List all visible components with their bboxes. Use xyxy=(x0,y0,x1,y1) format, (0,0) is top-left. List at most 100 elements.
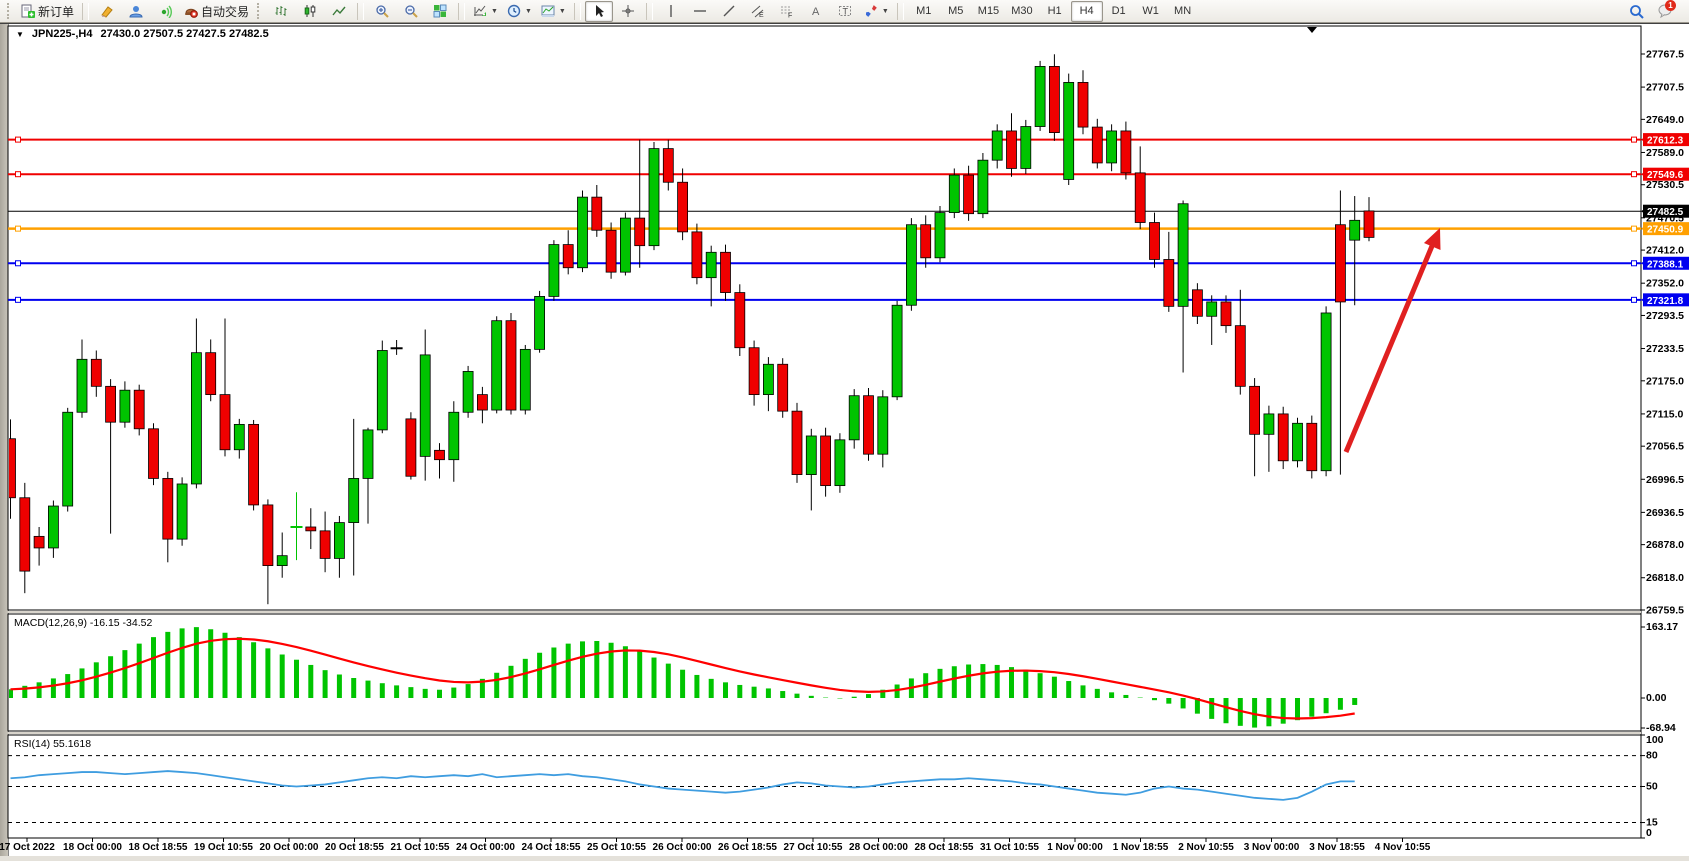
trendline-icon xyxy=(722,4,736,18)
text-tool-button[interactable]: A xyxy=(802,1,830,22)
template-button[interactable]: ▼ xyxy=(537,1,570,22)
ohlc-open: 27430.0 xyxy=(100,28,141,40)
highlight-tool-button[interactable] xyxy=(93,1,121,22)
auto-trading-label: 自动交易 xyxy=(201,4,250,19)
time-axis[interactable]: 17 Oct 2022 18 Oct 00:00 18 Oct 18:55 19 Oc… xyxy=(0,838,1431,853)
panel-separator xyxy=(8,732,1641,734)
macd-signal-line xyxy=(10,637,1355,720)
trendline-tool-button[interactable] xyxy=(715,1,743,22)
fibonacci-tool-button[interactable]: F xyxy=(773,1,801,22)
crosshair-tool-button[interactable] xyxy=(614,1,642,22)
svg-text:F: F xyxy=(788,13,792,19)
timeframe-button-m15[interactable]: M15 xyxy=(977,5,1000,17)
tile-windows-button[interactable] xyxy=(426,1,454,22)
chart-symbol-label: JPN225-,H4 xyxy=(31,28,93,40)
horizontal-line-icon xyxy=(693,4,707,18)
trend-arrow-annotation[interactable] xyxy=(1343,228,1441,453)
svg-text:27115.0: 27115.0 xyxy=(1646,408,1684,420)
toolbar-grip[interactable] xyxy=(7,3,13,19)
depth-of-market-icon xyxy=(129,4,143,18)
svg-text:27175.0: 27175.0 xyxy=(1646,375,1684,387)
svg-text:27612.3: 27612.3 xyxy=(1647,136,1684,147)
svg-text:3 Nov 00:00: 3 Nov 00:00 xyxy=(1244,842,1300,853)
svg-text:27056.5: 27056.5 xyxy=(1646,441,1684,453)
line-chart-mode-button[interactable] xyxy=(325,1,353,22)
crosshair-icon xyxy=(621,4,635,18)
timeframe-button-m5[interactable]: M5 xyxy=(948,5,964,17)
auto-trading-button[interactable]: 自动交易 xyxy=(180,1,253,22)
arrows-objects-button[interactable]: ▼ xyxy=(860,1,893,22)
signal-icon xyxy=(158,4,173,18)
zoom-out-icon xyxy=(404,4,418,18)
text-label-tool-button[interactable]: T xyxy=(831,1,859,22)
svg-text:24 Oct 18:55: 24 Oct 18:55 xyxy=(522,842,581,853)
search-icon xyxy=(1629,4,1644,19)
macd-label: MACD(12,26,9) -16.15 -34.52 xyxy=(14,617,152,629)
ohlc-close: 27482.5 xyxy=(228,28,269,40)
svg-text:27293.5: 27293.5 xyxy=(1646,310,1684,322)
svg-text:18 Oct 18:55: 18 Oct 18:55 xyxy=(129,842,188,853)
new-order-button[interactable]: 新订单 xyxy=(17,1,78,22)
timeframe-bar: M1 M5 M15 M30 H1 H4 D1 W1 MN xyxy=(908,0,1199,22)
depth-of-market-button[interactable] xyxy=(122,1,150,22)
search-button[interactable] xyxy=(1622,1,1650,22)
timeframe-button-m30[interactable]: M30 xyxy=(1011,5,1033,17)
data-window-button[interactable]: ▼ xyxy=(469,1,502,22)
svg-text:27549.6: 27549.6 xyxy=(1647,170,1684,181)
notification-badge: 1 xyxy=(1665,0,1676,11)
horizontal-line-objects[interactable] xyxy=(8,136,1641,303)
panel-separator xyxy=(8,611,1641,613)
ohlc-high: 27507.5 xyxy=(143,28,184,40)
timeframe-button-mn[interactable]: MN xyxy=(1174,5,1192,17)
chat-icon: 1 xyxy=(1658,0,1676,18)
svg-text:1 Nov 18:55: 1 Nov 18:55 xyxy=(1113,842,1169,853)
new-order-icon xyxy=(21,4,35,18)
news-signal-button[interactable] xyxy=(151,1,179,22)
svg-text:26759.5: 26759.5 xyxy=(1646,605,1684,617)
svg-text:26878.0: 26878.0 xyxy=(1646,539,1684,551)
svg-text:27482.5: 27482.5 xyxy=(1647,207,1684,218)
clock-icon xyxy=(507,4,521,18)
horizontal-line-tool-button[interactable] xyxy=(686,1,714,22)
timeframe-button-w1[interactable]: W1 xyxy=(1142,5,1159,17)
macd-histogram xyxy=(9,627,1358,728)
svg-text:27707.5: 27707.5 xyxy=(1646,82,1684,94)
svg-text:3 Nov 18:55: 3 Nov 18:55 xyxy=(1309,842,1365,853)
equidistant-channel-icon: E xyxy=(751,4,765,18)
bar-chart-mode-button[interactable] xyxy=(267,1,295,22)
svg-text:27352.0: 27352.0 xyxy=(1646,278,1684,290)
ohlc-low: 27427.5 xyxy=(186,28,226,40)
timeframe-button-h4[interactable]: H4 xyxy=(1070,0,1103,22)
svg-text:163.17: 163.17 xyxy=(1646,621,1678,633)
data-window-icon xyxy=(473,4,487,18)
svg-text:27649.0: 27649.0 xyxy=(1646,114,1684,126)
svg-text:20 Oct 18:55: 20 Oct 18:55 xyxy=(325,842,384,853)
main-panel-border xyxy=(7,25,1642,611)
zoom-out-button[interactable] xyxy=(397,1,425,22)
candlestick-mode-button[interactable] xyxy=(296,1,324,22)
bar-chart-icon xyxy=(274,4,288,18)
chevron-down-icon[interactable]: ▼ xyxy=(16,29,24,39)
svg-text:20 Oct 00:00: 20 Oct 00:00 xyxy=(260,842,319,853)
svg-text:27412.0: 27412.0 xyxy=(1646,245,1684,257)
tile-windows-icon xyxy=(433,4,447,18)
svg-text:25 Oct 10:55: 25 Oct 10:55 xyxy=(587,842,646,853)
svg-text:19 Oct 10:55: 19 Oct 10:55 xyxy=(194,842,253,853)
svg-text:50: 50 xyxy=(1646,781,1658,793)
timeframe-button-d1[interactable]: D1 xyxy=(1111,5,1126,17)
cursor-arrow-icon xyxy=(592,4,606,18)
svg-text:80: 80 xyxy=(1646,750,1658,762)
notifications-button[interactable]: 1 xyxy=(1651,0,1679,22)
timeframe-button-m1[interactable]: M1 xyxy=(916,5,932,17)
timeframe-button-h1[interactable]: H1 xyxy=(1047,5,1062,17)
cursor-tool-button[interactable] xyxy=(584,0,613,22)
window-bottom-edge xyxy=(0,856,1689,861)
period-clock-button[interactable]: ▼ xyxy=(503,1,536,22)
svg-text:26 Oct 18:55: 26 Oct 18:55 xyxy=(718,842,777,853)
vertical-line-tool-button[interactable] xyxy=(657,1,685,22)
zoom-in-button[interactable] xyxy=(368,1,396,22)
svg-text:4 Nov 10:55: 4 Nov 10:55 xyxy=(1375,842,1431,853)
chart-shift-marker[interactable] xyxy=(1307,27,1317,33)
channel-tool-button[interactable]: E xyxy=(744,1,772,22)
